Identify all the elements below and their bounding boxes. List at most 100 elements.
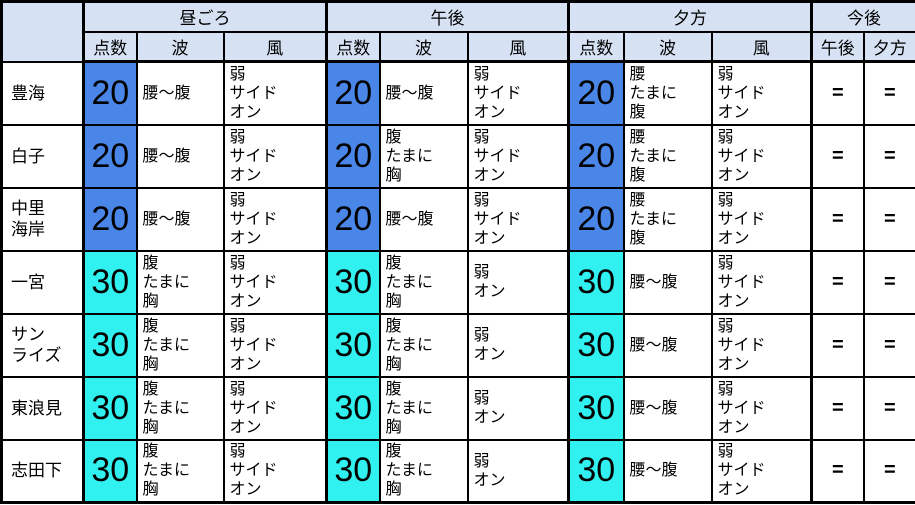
wind-cell: 弱 サイド オン [710, 438, 813, 504]
wind-cell: 弱 サイド オン [710, 60, 813, 126]
wave-cell: 腰 たまに 腹 [622, 60, 713, 126]
wind-cell: 弱 サイド オン [710, 186, 813, 252]
wave-cell: 腹 たまに 胸 [135, 249, 225, 315]
trend-cell: = [810, 438, 865, 504]
trend-cell: = [810, 375, 865, 441]
trend-cell: = [862, 60, 915, 126]
spot-name: 東浪見 [0, 375, 85, 441]
score-cell: 20 [325, 186, 381, 252]
trend-cell: = [862, 186, 915, 252]
trend-cell: = [862, 123, 915, 189]
corner-cell [0, 0, 85, 63]
col-header-afternoon-wave: 波 [378, 30, 469, 63]
wind-cell: 弱 オン [466, 438, 570, 504]
wave-cell: 腹 たまに 胸 [135, 438, 225, 504]
score-cell: 30 [325, 312, 381, 378]
score-cell: 30 [82, 249, 138, 315]
trend-cell: = [810, 123, 865, 189]
spot-name: 白子 [0, 123, 85, 189]
wave-cell: 腰〜腹 [622, 312, 713, 378]
wind-cell: 弱 サイド オン [466, 60, 570, 126]
wave-cell: 腰〜腹 [135, 186, 225, 252]
col-header-noon-wind: 風 [222, 30, 328, 63]
score-cell: 20 [82, 123, 138, 189]
wave-cell: 腰 たまに 腹 [622, 186, 713, 252]
wave-cell: 腹 たまに 胸 [378, 438, 469, 504]
col-header-afternoon-score: 点数 [325, 30, 381, 63]
wind-cell: 弱 オン [466, 312, 570, 378]
col-header-evening-score: 点数 [567, 30, 625, 63]
wave-cell: 腹 たまに 胸 [378, 249, 469, 315]
header-sub-row: 点数 波 風 点数 波 風 点数 波 風 午後 夕方 [2, 30, 915, 63]
wind-cell: 弱 サイド オン [710, 249, 813, 315]
table-row: サン ライズ 30 腹 たまに 胸 弱 サイド オン 30 腹 たまに 胸 弱 … [0, 312, 915, 378]
wave-cell: 腰〜腹 [135, 60, 225, 126]
score-cell: 20 [567, 60, 625, 126]
spot-name: 豊海 [0, 60, 85, 126]
col-header-evening-wind: 風 [710, 30, 813, 63]
trend-cell: = [810, 186, 865, 252]
wave-cell: 腰〜腹 [135, 123, 225, 189]
table-row: 東浪見 30 腹 たまに 胸 弱 サイド オン 30 腹 たまに 胸 弱 オン … [0, 375, 915, 441]
score-cell: 30 [567, 375, 625, 441]
table-row: 志田下 30 腹 たまに 胸 弱 サイド オン 30 腹 たまに 胸 弱 オン … [0, 438, 915, 504]
score-cell: 30 [82, 375, 138, 441]
section-header-future: 今後 [810, 0, 915, 33]
wind-cell: 弱 サイド オン [466, 123, 570, 189]
trend-cell: = [862, 438, 915, 504]
table-row: 豊海 20 腰〜腹 弱 サイド オン 20 腰〜腹 弱 サイド オン 20 腰 … [0, 60, 915, 126]
score-cell: 20 [325, 123, 381, 189]
header-group-row: 昼ごろ 午後 夕方 今後 [0, 0, 915, 63]
wind-cell: 弱 サイド オン [222, 312, 328, 378]
score-cell: 30 [325, 438, 381, 504]
col-header-future-afternoon: 午後 [810, 30, 865, 63]
score-cell: 20 [82, 60, 138, 126]
score-cell: 30 [82, 312, 138, 378]
wind-cell: 弱 サイド オン [222, 438, 328, 504]
col-header-afternoon-wind: 風 [466, 30, 570, 63]
score-cell: 20 [82, 186, 138, 252]
spot-name: 志田下 [0, 438, 85, 504]
score-cell: 30 [325, 375, 381, 441]
trend-cell: = [862, 312, 915, 378]
col-header-evening-wave: 波 [622, 30, 713, 63]
wave-cell: 腰〜腹 [378, 60, 469, 126]
section-header-afternoon: 午後 [324, 0, 570, 33]
spot-name: サン ライズ [0, 312, 85, 378]
wind-cell: 弱 サイド オン [222, 375, 328, 441]
score-cell: 30 [567, 249, 625, 315]
score-cell: 20 [325, 60, 381, 126]
wave-cell: 腹 たまに 胸 [378, 123, 469, 189]
wave-cell: 腹 たまに 胸 [378, 312, 469, 378]
wave-cell: 腹 たまに 胸 [135, 312, 225, 378]
section-header-evening: 夕方 [567, 0, 813, 33]
trend-cell: = [862, 375, 915, 441]
score-cell: 30 [325, 249, 381, 315]
trend-cell: = [862, 249, 915, 315]
score-cell: 20 [567, 123, 625, 189]
wave-cell: 腰〜腹 [622, 249, 713, 315]
wind-cell: 弱 サイド オン [466, 186, 570, 252]
score-cell: 30 [567, 312, 625, 378]
wind-cell: 弱 オン [466, 375, 570, 441]
table-row: 白子 20 腰〜腹 弱 サイド オン 20 腹 たまに 胸 弱 サイド オン 2… [0, 123, 915, 189]
wave-cell: 腰〜腹 [622, 438, 713, 504]
spot-name: 中里 海岸 [0, 186, 85, 252]
trend-cell: = [810, 312, 865, 378]
table-row: 一宮 30 腹 たまに 胸 弱 サイド オン 30 腹 たまに 胸 弱 オン 3… [0, 249, 915, 315]
section-header-noon: 昼ごろ [82, 0, 328, 33]
score-cell: 20 [567, 186, 625, 252]
score-cell: 30 [82, 438, 138, 504]
col-header-noon-wave: 波 [135, 30, 225, 63]
trend-cell: = [810, 60, 865, 126]
col-header-noon-score: 点数 [82, 30, 138, 63]
wave-cell: 腰 たまに 腹 [622, 123, 713, 189]
trend-cell: = [810, 249, 865, 315]
col-header-future-evening: 夕方 [862, 30, 915, 63]
wind-cell: 弱 サイド オン [222, 186, 328, 252]
table-row: 中里 海岸 20 腰〜腹 弱 サイド オン 20 腰〜腹 弱 サイド オン 20… [0, 186, 915, 252]
wind-cell: 弱 サイド オン [222, 249, 328, 315]
wind-cell: 弱 サイド オン [710, 123, 813, 189]
wind-cell: 弱 サイド オン [222, 60, 328, 126]
